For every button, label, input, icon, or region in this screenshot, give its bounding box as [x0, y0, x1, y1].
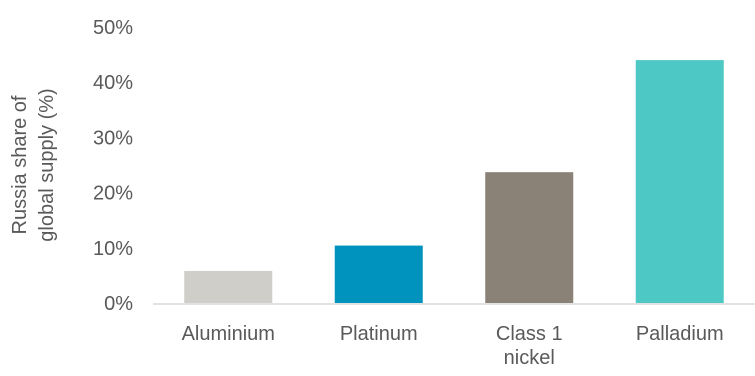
y-axis-title: Russia share of global supply (%) — [9, 88, 58, 241]
x-tick-label: nickel — [504, 347, 555, 369]
x-tick-label: Palladium — [636, 323, 724, 345]
bar — [334, 245, 423, 303]
bar — [184, 270, 273, 303]
y-axis-title-line: Russia share of — [9, 95, 31, 234]
y-tick-label: 30% — [93, 127, 133, 149]
y-tick-label: 20% — [93, 183, 133, 205]
bars — [184, 60, 724, 304]
y-tick-label: 50% — [93, 17, 133, 39]
y-axis-title-line: global supply (%) — [36, 88, 58, 241]
x-tick-label: Platinum — [340, 323, 418, 345]
x-tick-label: Aluminium — [182, 323, 275, 345]
y-tick-label: 40% — [93, 72, 133, 94]
x-tick-label: Class 1 — [496, 323, 563, 345]
bar — [635, 60, 724, 304]
bar — [485, 172, 574, 303]
y-tick-label: 10% — [93, 238, 133, 260]
y-tick-labels: 0% 10% 20% 30% 40% 50% — [93, 17, 133, 315]
y-tick-label: 0% — [104, 293, 133, 315]
